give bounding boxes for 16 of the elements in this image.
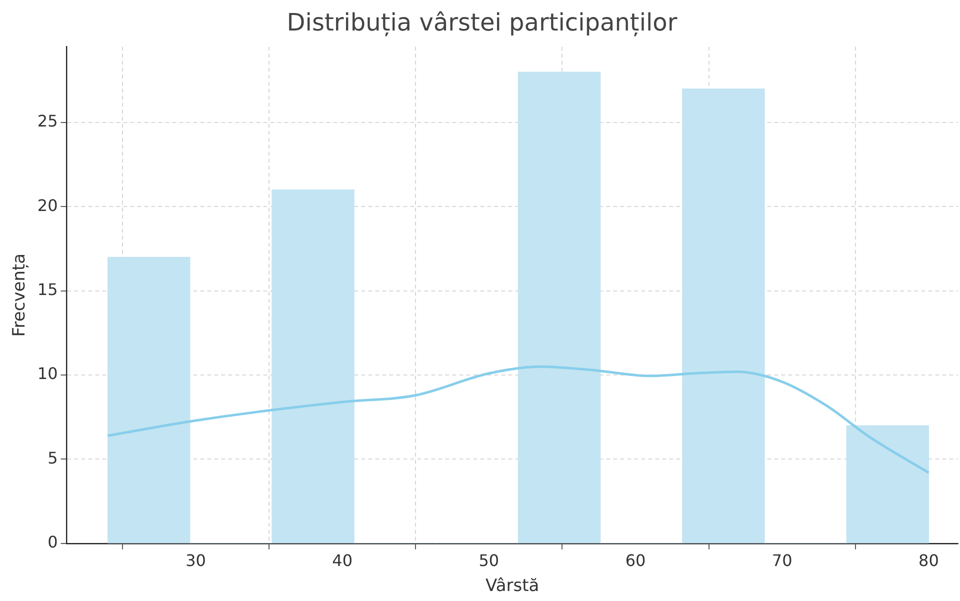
x-tick-label: 40 (332, 551, 353, 570)
y-tick-label: 20 (37, 196, 58, 215)
x-tick-label: 60 (625, 551, 646, 570)
x-tick-label: 70 (772, 551, 792, 570)
y-tick-label: 15 (37, 280, 58, 300)
line-series (106, 365, 930, 474)
y-tick-label: 10 (37, 364, 58, 384)
y-tick-label: 25 (37, 112, 58, 131)
y-tick-label: 5 (48, 448, 58, 468)
y-tick-label: 0 (48, 532, 58, 552)
chart-title: Distribuția vârstei participanților (286, 8, 678, 37)
x-tick-label: 50 (478, 551, 500, 570)
x-tick-label: 30 (186, 551, 206, 570)
y-axis-title: Frecvența (10, 253, 30, 337)
x-axis-title: Vârstă (486, 576, 540, 596)
x-tick-label: 80 (918, 551, 939, 570)
